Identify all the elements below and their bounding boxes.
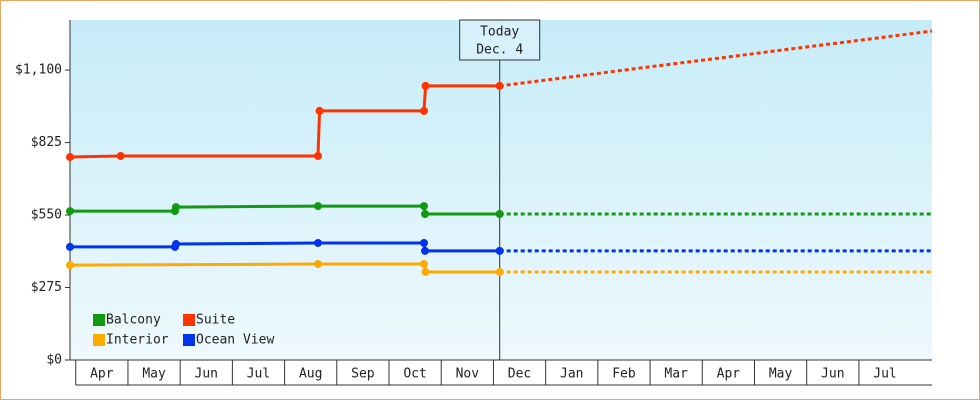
data-point: [314, 238, 323, 247]
x-tick-label: Jul: [247, 367, 270, 382]
x-tick-label: Mar: [664, 367, 688, 382]
data-point: [314, 260, 323, 269]
legend-label: Suite: [196, 313, 235, 328]
x-tick-label: Sep: [351, 367, 375, 382]
x-tick-label: Apr: [90, 367, 114, 382]
forecast-line: [499, 29, 933, 88]
y-tick-label: $825: [31, 135, 62, 150]
data-point: [66, 261, 74, 270]
x-tick-label: Jul: [873, 367, 896, 382]
data-point: [171, 240, 180, 249]
x-tick-label: Feb: [612, 367, 636, 382]
data-point: [315, 106, 324, 115]
x-tick-label: Apr: [717, 367, 741, 382]
today-box: [459, 19, 541, 61]
data-point: [421, 246, 430, 255]
data-point: [495, 246, 504, 255]
today-label: Today: [480, 25, 519, 40]
data-point: [66, 207, 74, 216]
legend-swatch: [93, 334, 105, 346]
data-point: [495, 267, 504, 276]
data-point: [116, 152, 125, 160]
legend-swatch: [183, 334, 195, 346]
x-tick-label: May: [142, 367, 166, 382]
data-point: [314, 202, 323, 211]
legend-label: Ocean View: [196, 333, 274, 348]
legend-swatch: [93, 314, 105, 326]
legend-label: Interior: [106, 333, 169, 348]
data-point: [419, 202, 428, 211]
x-tick-label: Nov: [456, 367, 480, 382]
data-point: [419, 260, 428, 269]
x-tick-label: Jan: [560, 367, 583, 382]
y-tick-label: $275: [31, 280, 62, 295]
data-point: [314, 152, 323, 160]
x-tick-label: Oct: [403, 367, 426, 382]
x-tick-label: Jun: [821, 367, 844, 382]
data-point: [421, 81, 430, 90]
data-point: [495, 81, 504, 90]
today-label: Dec. 4: [476, 43, 523, 58]
y-tick-label: $550: [31, 208, 62, 223]
y-tick-label: $0: [46, 353, 62, 368]
data-point: [419, 238, 428, 247]
x-tick-label: May: [769, 367, 793, 382]
legend-swatch: [183, 314, 195, 326]
y-tick-label: $1,100: [15, 63, 62, 78]
x-tick-label: Dec: [508, 367, 531, 382]
legend-label: Balcony: [106, 313, 161, 328]
data-point: [66, 153, 74, 162]
data-point: [66, 242, 74, 251]
x-tick-label: Aug: [299, 367, 322, 382]
data-point: [421, 267, 430, 276]
data-point: [171, 203, 180, 212]
data-point: [495, 209, 504, 218]
plot-area: [70, 20, 932, 360]
data-point: [421, 209, 430, 218]
data-point: [419, 106, 428, 115]
x-tick-label: Jun: [195, 367, 218, 382]
